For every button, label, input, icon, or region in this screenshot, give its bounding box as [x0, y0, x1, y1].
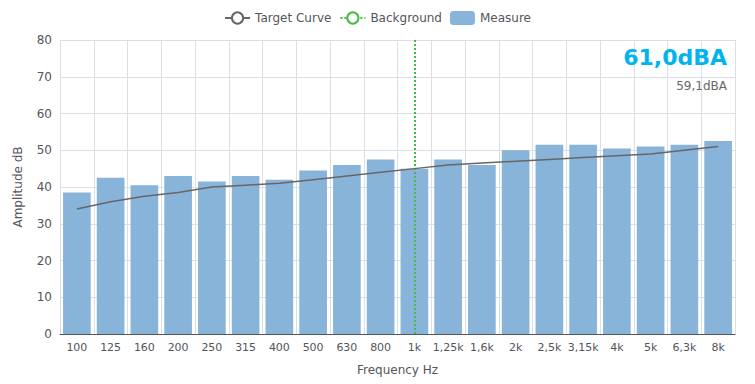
- svg-text:Target Curve: Target Curve: [254, 11, 331, 25]
- svg-text:4k: 4k: [610, 341, 624, 354]
- svg-text:30: 30: [37, 217, 52, 231]
- svg-text:8k: 8k: [711, 341, 725, 354]
- svg-text:125: 125: [100, 341, 121, 354]
- svg-text:Frequency Hz: Frequency Hz: [357, 363, 438, 377]
- svg-text:6,3k: 6,3k: [672, 341, 696, 354]
- svg-text:250: 250: [201, 341, 222, 354]
- svg-text:Amplitude dB: Amplitude dB: [11, 146, 25, 227]
- svg-text:50: 50: [37, 143, 52, 157]
- svg-text:400: 400: [269, 341, 290, 354]
- svg-text:160: 160: [134, 341, 155, 354]
- svg-text:315: 315: [235, 341, 256, 354]
- svg-text:2k: 2k: [509, 341, 523, 354]
- svg-text:61,0dBA: 61,0dBA: [623, 45, 727, 70]
- svg-text:1,25k: 1,25k: [433, 341, 464, 354]
- svg-text:5k: 5k: [644, 341, 658, 354]
- svg-text:0: 0: [44, 327, 52, 341]
- svg-text:59,1dBA: 59,1dBA: [676, 79, 728, 93]
- svg-text:60: 60: [37, 107, 52, 121]
- svg-text:2,5k: 2,5k: [537, 341, 561, 354]
- svg-text:10: 10: [37, 290, 52, 304]
- svg-text:630: 630: [336, 341, 357, 354]
- svg-text:80: 80: [37, 33, 52, 47]
- svg-text:1,6k: 1,6k: [470, 341, 494, 354]
- svg-text:200: 200: [168, 341, 189, 354]
- svg-text:Background: Background: [370, 11, 442, 25]
- svg-text:500: 500: [303, 341, 324, 354]
- svg-text:800: 800: [370, 341, 391, 354]
- svg-text:20: 20: [37, 254, 52, 268]
- svg-text:70: 70: [37, 70, 52, 84]
- svg-text:1k: 1k: [408, 341, 422, 354]
- svg-text:3,15k: 3,15k: [568, 341, 599, 354]
- svg-text:Measure: Measure: [480, 11, 531, 25]
- svg-text:40: 40: [37, 180, 52, 194]
- svg-text:100: 100: [66, 341, 87, 354]
